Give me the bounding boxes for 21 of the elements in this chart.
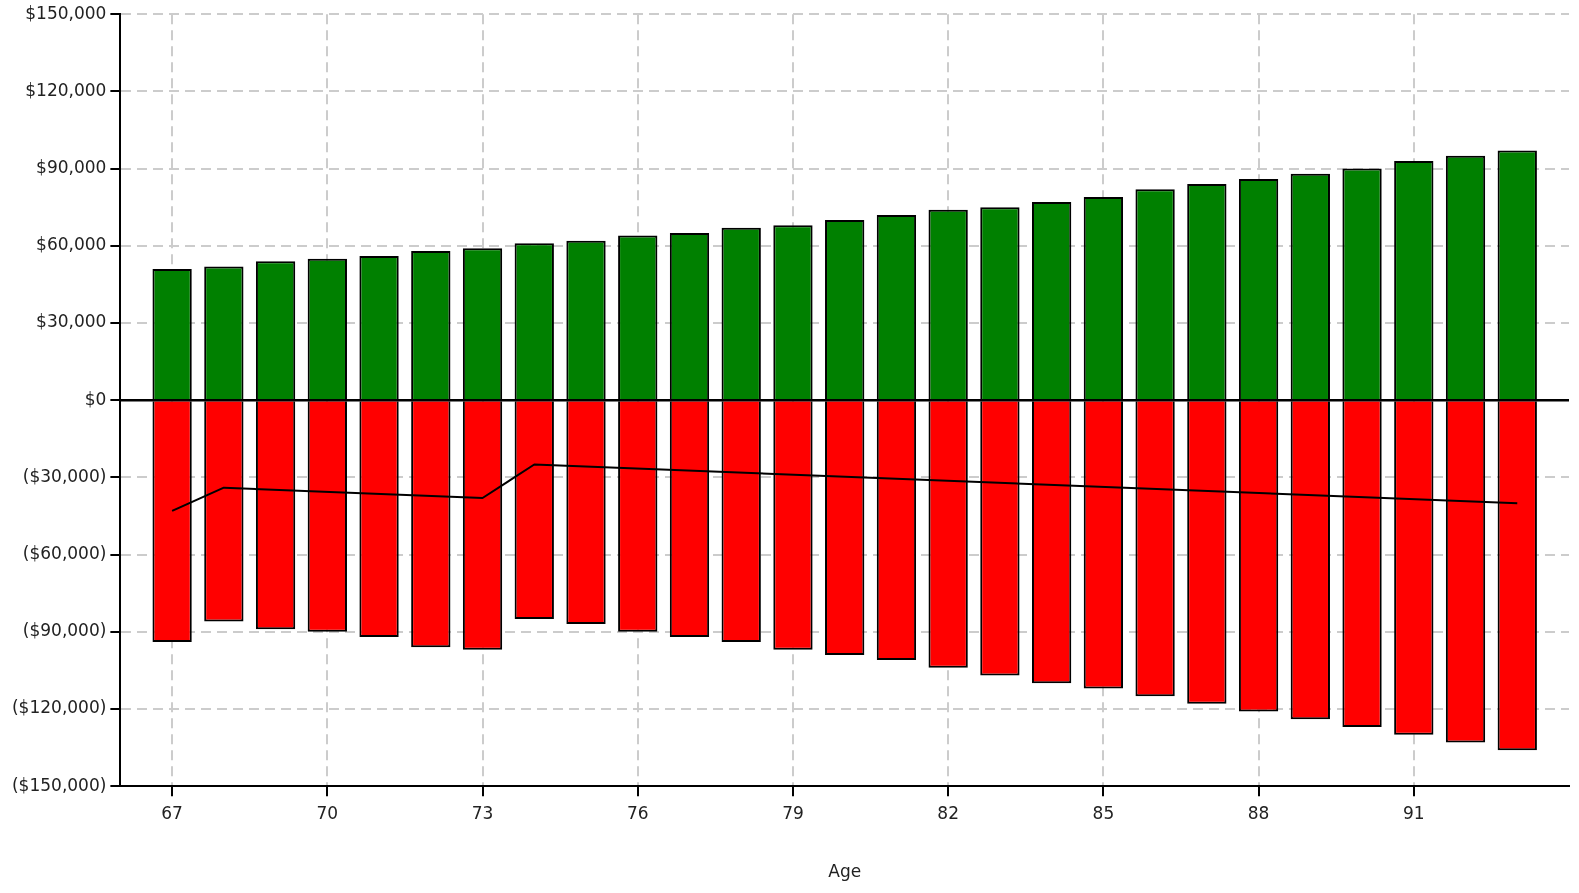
y-tick-label: ($120,000) [11,697,107,718]
y-tick-label: $90,000 [36,157,107,178]
x-tick-label: 67 [161,802,183,823]
y-tick-label: ($90,000) [22,620,107,641]
y-tick-label: ($150,000) [11,774,107,795]
x-tick-label: 85 [1092,802,1115,823]
y-tick-label: $120,000 [25,79,107,100]
y-tick-label: $150,000 [25,2,107,23]
x-tick-label: 79 [782,802,804,823]
y-tick-label: $30,000 [36,311,107,332]
x-tick-label: 76 [626,802,649,823]
x-tick-label: 73 [471,802,494,823]
x-tick-label: 82 [937,802,959,823]
y-tick-label: $60,000 [36,234,107,255]
y-tick-label: ($60,000) [22,543,107,564]
x-tick-label: 91 [1402,802,1425,823]
x-tick-label: 88 [1247,802,1270,823]
y-tick-label: $0 [84,388,107,409]
x-axis-title: Age [828,861,862,882]
x-tick-label: 70 [316,802,339,823]
y-tick-label: ($30,000) [22,465,107,486]
